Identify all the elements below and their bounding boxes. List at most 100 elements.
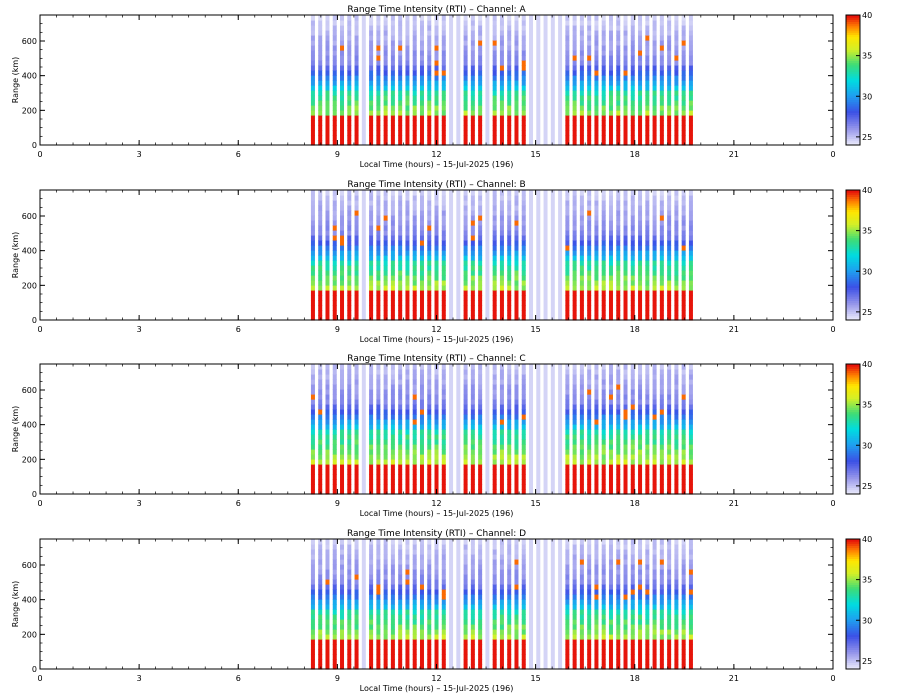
x-tick-label: 9 bbox=[335, 499, 340, 508]
rti-column bbox=[332, 15, 337, 146]
rti-column bbox=[659, 15, 664, 146]
rti-column bbox=[485, 190, 490, 320]
x-tick-label: 0 bbox=[37, 325, 42, 334]
rti-column bbox=[376, 364, 381, 495]
rti-column bbox=[485, 364, 490, 494]
y-tick-label: 400 bbox=[22, 247, 37, 256]
rti-column bbox=[558, 190, 563, 320]
x-tick-label: 12 bbox=[431, 325, 441, 334]
y-tick-label: 400 bbox=[22, 421, 37, 430]
rti-column bbox=[390, 539, 395, 670]
rti-column bbox=[470, 539, 475, 670]
rti-column bbox=[383, 15, 388, 146]
rti-column bbox=[529, 364, 534, 494]
x-tick-label: 15 bbox=[531, 674, 541, 683]
rti-column bbox=[434, 190, 439, 321]
rti-column bbox=[405, 539, 410, 670]
rti-column bbox=[674, 364, 679, 495]
y-tick-label: 0 bbox=[32, 665, 37, 674]
rti-column bbox=[638, 15, 643, 146]
rti-column bbox=[529, 539, 534, 669]
rti-column bbox=[543, 15, 548, 145]
y-tick-label: 600 bbox=[22, 37, 37, 46]
rti-column bbox=[398, 539, 403, 670]
rti-column bbox=[478, 539, 483, 670]
x-tick-label: 21 bbox=[729, 674, 739, 683]
y-axis-label: Range (km) bbox=[11, 581, 20, 628]
rti-column bbox=[601, 190, 606, 321]
rti-column bbox=[652, 364, 657, 495]
rti-column bbox=[507, 190, 512, 321]
colorbar-tick-label: 30 bbox=[862, 92, 872, 101]
rti-column bbox=[645, 15, 650, 146]
rti-column bbox=[412, 364, 417, 495]
x-tick-label: 12 bbox=[431, 674, 441, 683]
rti-column bbox=[507, 15, 512, 146]
rti-column bbox=[449, 539, 454, 669]
rti-column bbox=[608, 364, 613, 495]
rti-column bbox=[645, 364, 650, 495]
rti-column bbox=[492, 364, 497, 495]
rti-column bbox=[405, 190, 410, 321]
rti-column bbox=[332, 364, 337, 495]
rti-column bbox=[638, 539, 643, 670]
panel-title: Range Time Intensity (RTI) – Channel: B bbox=[347, 180, 525, 190]
rti-column bbox=[427, 190, 432, 321]
rti-column bbox=[434, 15, 439, 146]
x-axis-label: Local Time (hours) – 15-Jul-2025 (196) bbox=[360, 335, 514, 344]
rti-column bbox=[456, 539, 461, 669]
rti-column bbox=[390, 190, 395, 321]
rti-column bbox=[638, 190, 643, 321]
rti-column bbox=[478, 364, 483, 495]
x-axis-label: Local Time (hours) – 15-Jul-2025 (196) bbox=[360, 509, 514, 518]
rti-column bbox=[667, 15, 672, 146]
x-tick-label: 18 bbox=[630, 150, 640, 159]
x-tick-label: 15 bbox=[531, 150, 541, 159]
rti-column bbox=[616, 190, 621, 321]
colorbar: 25 30 35 40 bbox=[845, 11, 872, 146]
x-axis-label: Local Time (hours) – 15-Jul-2025 (196) bbox=[360, 684, 514, 693]
rti-column bbox=[608, 539, 613, 670]
y-tick-label: 600 bbox=[22, 212, 37, 221]
rti-column bbox=[449, 15, 454, 145]
y-tick-label: 400 bbox=[22, 596, 37, 605]
rti-column bbox=[543, 364, 548, 494]
rti-column bbox=[514, 539, 519, 670]
rti-column bbox=[529, 190, 534, 320]
rti-column bbox=[681, 364, 686, 495]
rti-column bbox=[594, 539, 599, 670]
rti-column bbox=[419, 15, 424, 146]
rti-column bbox=[550, 190, 555, 320]
x-tick-label: 12 bbox=[431, 499, 441, 508]
y-tick-label: 400 bbox=[22, 72, 37, 81]
x-tick-label: 0 bbox=[830, 150, 835, 159]
rti-column bbox=[587, 539, 592, 670]
y-tick-label: 600 bbox=[22, 386, 37, 395]
rti-column bbox=[427, 539, 432, 670]
rti-column bbox=[361, 190, 366, 320]
y-tick-label: 0 bbox=[32, 490, 37, 499]
rti-column bbox=[630, 190, 635, 321]
rti-column bbox=[565, 190, 570, 321]
x-tick-label: 0 bbox=[830, 674, 835, 683]
rti-column bbox=[463, 539, 468, 670]
rti-column bbox=[623, 15, 628, 146]
x-tick-label: 0 bbox=[37, 499, 42, 508]
rti-column bbox=[594, 15, 599, 146]
panel-title: Range Time Intensity (RTI) – Channel: D bbox=[347, 529, 526, 539]
rti-column bbox=[310, 190, 315, 321]
y-axis-label: Range (km) bbox=[11, 57, 20, 104]
rti-column bbox=[688, 15, 693, 146]
rti-column bbox=[376, 539, 381, 670]
x-tick-label: 6 bbox=[236, 499, 241, 508]
rti-column bbox=[630, 364, 635, 495]
rti-column bbox=[361, 15, 366, 145]
x-tick-label: 21 bbox=[729, 499, 739, 508]
rti-column bbox=[405, 364, 410, 495]
x-tick-label: 18 bbox=[630, 325, 640, 334]
rti-column bbox=[449, 364, 454, 494]
rti-column bbox=[463, 190, 468, 321]
